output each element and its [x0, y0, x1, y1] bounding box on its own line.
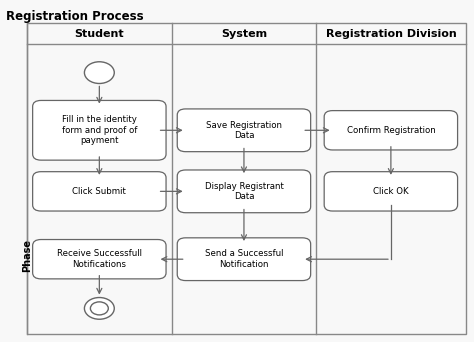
Text: Receive Successfull
Notifications: Receive Successfull Notifications	[57, 250, 142, 269]
Text: System: System	[221, 29, 267, 39]
FancyBboxPatch shape	[324, 172, 457, 211]
Text: Click Submit: Click Submit	[73, 187, 126, 196]
Text: Registration Division: Registration Division	[326, 29, 456, 39]
Text: Student: Student	[74, 29, 124, 39]
Text: Fill in the identity
form and proof of
payment: Fill in the identity form and proof of p…	[62, 115, 137, 145]
Circle shape	[84, 298, 114, 319]
Text: Display Registrant
Data: Display Registrant Data	[204, 182, 283, 201]
Circle shape	[91, 302, 108, 315]
Text: Send a Successful
Notification: Send a Successful Notification	[205, 250, 283, 269]
FancyBboxPatch shape	[177, 238, 310, 280]
FancyBboxPatch shape	[177, 109, 310, 152]
Text: Confirm Registration: Confirm Registration	[346, 126, 435, 135]
Text: Registration Process: Registration Process	[6, 10, 144, 23]
FancyBboxPatch shape	[33, 101, 166, 160]
FancyBboxPatch shape	[33, 239, 166, 279]
Text: Phase: Phase	[22, 239, 32, 272]
FancyBboxPatch shape	[33, 172, 166, 211]
Text: Save Registration
Data: Save Registration Data	[206, 121, 282, 140]
FancyBboxPatch shape	[27, 24, 465, 334]
Circle shape	[84, 62, 114, 83]
Text: Click OK: Click OK	[373, 187, 409, 196]
FancyBboxPatch shape	[177, 170, 310, 213]
FancyBboxPatch shape	[324, 110, 457, 150]
